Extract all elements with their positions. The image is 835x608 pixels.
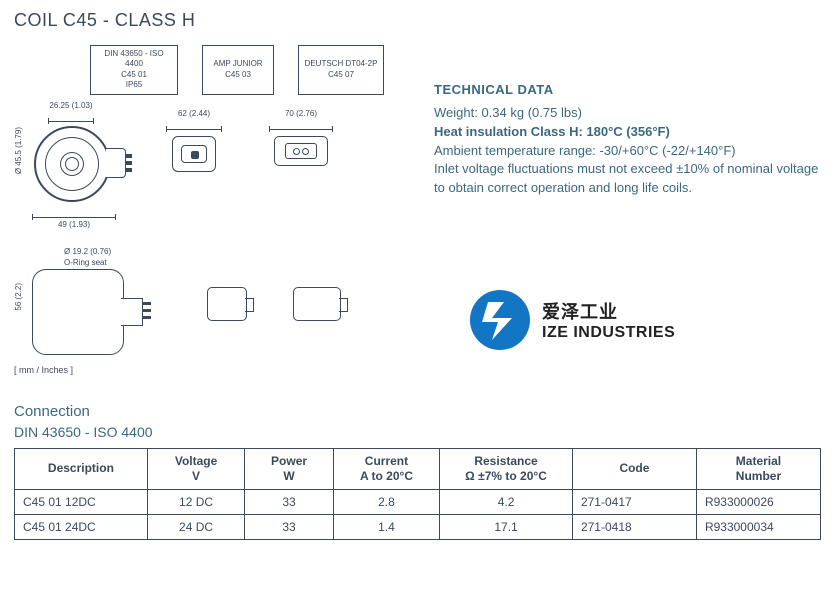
logo-en: IZE INDUSTRIES xyxy=(542,324,675,342)
table-header-cell: CurrentA to 20°C xyxy=(333,448,439,489)
coil-side-view xyxy=(32,269,124,355)
label-box-din: DIN 43650 - ISO 4400 C45 01 IP65 xyxy=(90,45,178,95)
top-row: DIN 43650 - ISO 4400 C45 01 IP65 AMP JUN… xyxy=(14,45,821,375)
logo-cn: 爱泽工业 xyxy=(542,298,675,324)
oring-label: O-Ring seat xyxy=(64,258,182,267)
connector-label-row: DIN 43650 - ISO 4400 C45 01 IP65 AMP JUN… xyxy=(90,45,434,95)
front-views-row: Ø 45.5 (1.79) 26.25 (1.03) 49 (1. xyxy=(14,101,434,231)
amp-side-view xyxy=(207,287,247,321)
deutsch-front-view xyxy=(274,136,328,166)
side-views-row: 56 (2.2) Ø 19.2 (0.76) O-Ring seat xyxy=(14,247,434,355)
tech-heat: Heat insulation Class H: 180°C (356°F) xyxy=(434,123,821,142)
table-cell: 33 xyxy=(245,489,334,514)
tech-inlet1: Inlet voltage fluctuations must not exce… xyxy=(434,160,821,179)
table-cell: 271-0418 xyxy=(572,514,696,539)
table-header-cell: ResistanceΩ ±7% to 20°C xyxy=(440,448,573,489)
logo-text: 爱泽工业 IZE INDUSTRIES xyxy=(542,298,675,342)
dim-bar xyxy=(48,112,94,122)
table-cell: 4.2 xyxy=(440,489,573,514)
connection-subtitle: DIN 43650 - ISO 4400 xyxy=(14,424,821,440)
dim-hole: Ø 19.2 (0.76) xyxy=(64,247,182,256)
table-cell: C45 01 12DC xyxy=(15,489,148,514)
tech-weight: Weight: 0.34 kg (0.75 lbs) xyxy=(434,104,821,123)
dim-bar xyxy=(269,120,333,130)
watermark-logo: 爱泽工业 IZE INDUSTRIES xyxy=(468,288,675,352)
table-cell: 17.1 xyxy=(440,514,573,539)
table-cell: C45 01 24DC xyxy=(15,514,148,539)
table-header-cell: VoltageV xyxy=(147,448,244,489)
table-row: C45 01 24DC24 DC331.417.1271-0418R933000… xyxy=(15,514,821,539)
label-line: AMP JUNIOR xyxy=(207,59,269,69)
table-header-cell: MaterialNumber xyxy=(696,448,820,489)
units-note: [ mm / Inches ] xyxy=(14,365,434,375)
connection-section: Connection DIN 43650 - ISO 4400 Descript… xyxy=(14,403,821,540)
dim-bar xyxy=(166,120,222,130)
table-cell: 1.4 xyxy=(333,514,439,539)
table-cell: 2.8 xyxy=(333,489,439,514)
label-line: IP65 xyxy=(95,80,173,90)
table-cell: 271-0417 xyxy=(572,489,696,514)
dim-side-height: 56 (2.2) xyxy=(14,283,23,311)
tech-heading: TECHNICAL DATA xyxy=(434,81,821,100)
label-line: C45 07 xyxy=(303,70,379,80)
label-line: DEUTSCH DT04-2P xyxy=(303,59,379,69)
table-cell: 24 DC xyxy=(147,514,244,539)
label-line: DIN 43650 - ISO 4400 xyxy=(95,49,173,70)
connection-title: Connection xyxy=(14,403,821,420)
tech-ambient: Ambient temperature range: -30/+60°C (-2… xyxy=(434,142,821,161)
dim-deutsch-top: 70 (2.76) xyxy=(246,109,356,118)
label-box-deutsch: DEUTSCH DT04-2P C45 07 xyxy=(298,45,384,95)
dim-diameter: Ø 45.5 (1.79) xyxy=(14,127,23,174)
table-header-cell: Description xyxy=(15,448,148,489)
dim-bottom: 49 (1.93) xyxy=(32,220,116,229)
label-line: C45 01 xyxy=(95,70,173,80)
label-box-amp: AMP JUNIOR C45 03 xyxy=(202,45,274,95)
tech-inlet2: to obtain correct operation and long lif… xyxy=(434,179,821,198)
dim-top: 26.25 (1.03) xyxy=(48,101,94,110)
label-line: C45 03 xyxy=(207,70,269,80)
table-row: C45 01 12DC12 DC332.84.2271-0417R9330000… xyxy=(15,489,821,514)
technical-drawings: DIN 43650 - ISO 4400 C45 01 IP65 AMP JUN… xyxy=(14,45,434,375)
spec-table: DescriptionVoltageVPowerWCurrentA to 20°… xyxy=(14,448,821,540)
table-cell: 33 xyxy=(245,514,334,539)
table-header-row: DescriptionVoltageVPowerWCurrentA to 20°… xyxy=(15,448,821,489)
logo-icon xyxy=(468,288,532,352)
amp-front-view xyxy=(172,136,216,172)
table-header-cell: Code xyxy=(572,448,696,489)
table-header-cell: PowerW xyxy=(245,448,334,489)
dim-amp-top: 62 (2.44) xyxy=(142,109,246,118)
deutsch-side-view xyxy=(293,287,341,321)
table-cell: R933000034 xyxy=(696,514,820,539)
table-cell: 12 DC xyxy=(147,489,244,514)
table-cell: R933000026 xyxy=(696,489,820,514)
page-title: COIL C45 - CLASS H xyxy=(14,10,821,31)
dim-bar xyxy=(32,208,116,218)
coil-front-view xyxy=(32,124,112,204)
